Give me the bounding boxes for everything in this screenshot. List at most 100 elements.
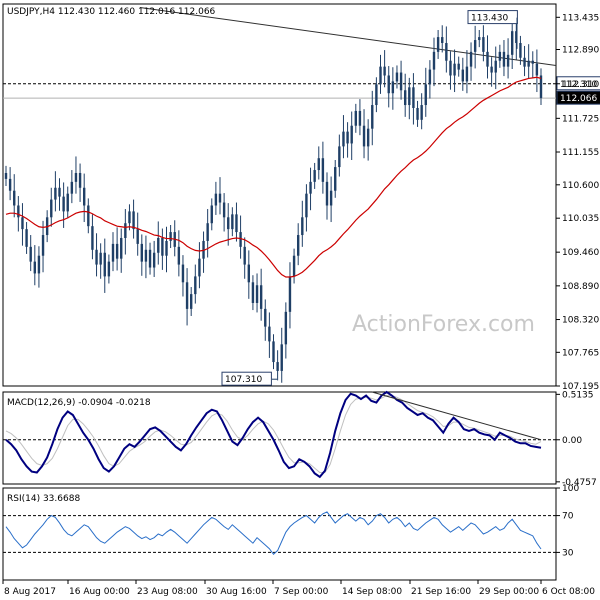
candle-body — [82, 187, 86, 206]
moving-average-line — [5, 76, 542, 278]
candle-body — [473, 40, 477, 52]
candle-body — [510, 31, 514, 55]
candle-body — [334, 167, 337, 191]
time-tick-label: 14 Sep 08:00 — [342, 587, 402, 597]
rsi-tick-label: 70 — [562, 512, 574, 522]
macd-tick-label: 0.5135 — [562, 390, 594, 400]
candle-body — [412, 87, 415, 108]
candle-body — [251, 282, 255, 303]
candle-body — [416, 107, 419, 120]
candle-body — [453, 63, 456, 76]
candle-body — [478, 37, 481, 41]
price-tick-label: 112.890 — [562, 45, 599, 55]
candle-body — [99, 252, 102, 265]
time-tick-label: 16 Aug 00:00 — [69, 587, 130, 597]
macd-tick-label: 0.00 — [562, 436, 582, 446]
candle-body — [169, 232, 172, 241]
macd-trendline — [371, 391, 542, 441]
price-tick-label: 108.890 — [562, 282, 599, 292]
candle-body — [383, 66, 386, 76]
candle-body — [292, 255, 296, 277]
macd-header: MACD(12,26,9) -0.0904 -0.0218 — [7, 398, 151, 408]
candle-body — [136, 229, 139, 244]
annotation-label: 112.310 — [560, 80, 597, 90]
annotation-box — [556, 90, 600, 105]
candle-body — [366, 128, 370, 147]
price-tick-label: 110.600 — [562, 181, 599, 191]
candle-body — [465, 66, 469, 82]
candle-body — [305, 193, 308, 218]
price-tick-label: 112.310 — [562, 80, 599, 90]
main-header: USDJPY,H4 112.430 112.460 112.016 112.06… — [7, 7, 216, 17]
annotation-box — [467, 10, 518, 25]
candle-body — [115, 243, 119, 259]
candle-body — [268, 326, 271, 342]
candle-body — [498, 51, 502, 61]
candle-body — [358, 110, 362, 126]
candle-body — [486, 51, 489, 67]
candle-body — [354, 110, 358, 126]
candle-body — [408, 87, 411, 106]
macd-signal-line — [5, 395, 542, 473]
candle-body — [78, 172, 82, 188]
candle-body — [62, 196, 65, 212]
candle-body — [264, 308, 267, 327]
candle-body — [350, 125, 353, 144]
watermark: ActionForex.com — [352, 312, 535, 337]
rsi-tick-label: 100 — [562, 484, 579, 494]
rsi-tick-label: 30 — [562, 548, 574, 558]
candle-body — [165, 240, 168, 256]
candle-body — [132, 211, 135, 230]
time-tick-label: 23 Aug 08:00 — [137, 587, 198, 597]
candle-body — [120, 237, 123, 259]
price-tick-label: 111.155 — [562, 148, 599, 158]
candle-body — [177, 246, 181, 265]
candle-body — [284, 311, 288, 345]
panel-frame-3 — [2, 487, 557, 581]
candle-body — [198, 258, 201, 277]
candle-body — [239, 232, 242, 247]
time-tick-label: 6 Oct 08:00 — [542, 587, 595, 597]
candle-body — [210, 205, 213, 224]
candle-body — [531, 60, 534, 64]
candle-body — [54, 187, 57, 200]
panel-frame-2 — [2, 391, 557, 485]
candle-body — [321, 158, 325, 182]
candle-body — [432, 51, 436, 70]
candle-body — [25, 229, 28, 247]
price-tick-label: 108.320 — [562, 316, 599, 326]
candle-body — [535, 63, 539, 76]
candle-body — [362, 125, 366, 147]
candle-body — [140, 243, 144, 262]
candle-body — [74, 172, 78, 182]
candle-body — [4, 172, 8, 179]
candle-body — [152, 252, 156, 268]
candle-body — [247, 264, 251, 283]
candle-body — [17, 205, 20, 218]
candle-body — [255, 285, 259, 303]
candle-body — [313, 170, 316, 182]
candle-body — [103, 252, 106, 277]
candle-body — [494, 60, 497, 73]
candle-body — [399, 72, 403, 91]
time-tick-label: 8 Aug 2017 — [4, 587, 56, 597]
candle-body — [482, 37, 485, 52]
candle-body — [338, 146, 341, 168]
candle-body — [227, 217, 230, 230]
candle-body — [157, 237, 160, 253]
candle-body — [214, 193, 218, 206]
candle-body — [124, 223, 127, 238]
candle-body — [469, 51, 473, 67]
candle-body — [70, 181, 74, 194]
candle-body — [33, 261, 37, 274]
axes: 113.435 112.890 112.310 111.725 111.155 110.6… — [2, 13, 599, 597]
time-tick-label: 29 Sep 00:00 — [479, 587, 539, 597]
candle-body — [441, 37, 444, 43]
candle-body — [128, 211, 131, 224]
candle-body — [231, 214, 234, 230]
candle-body — [29, 246, 32, 262]
candle-body — [424, 84, 427, 106]
panel-frame-1 — [2, 3, 557, 387]
candle-body — [523, 57, 526, 67]
candle-body — [41, 235, 45, 256]
